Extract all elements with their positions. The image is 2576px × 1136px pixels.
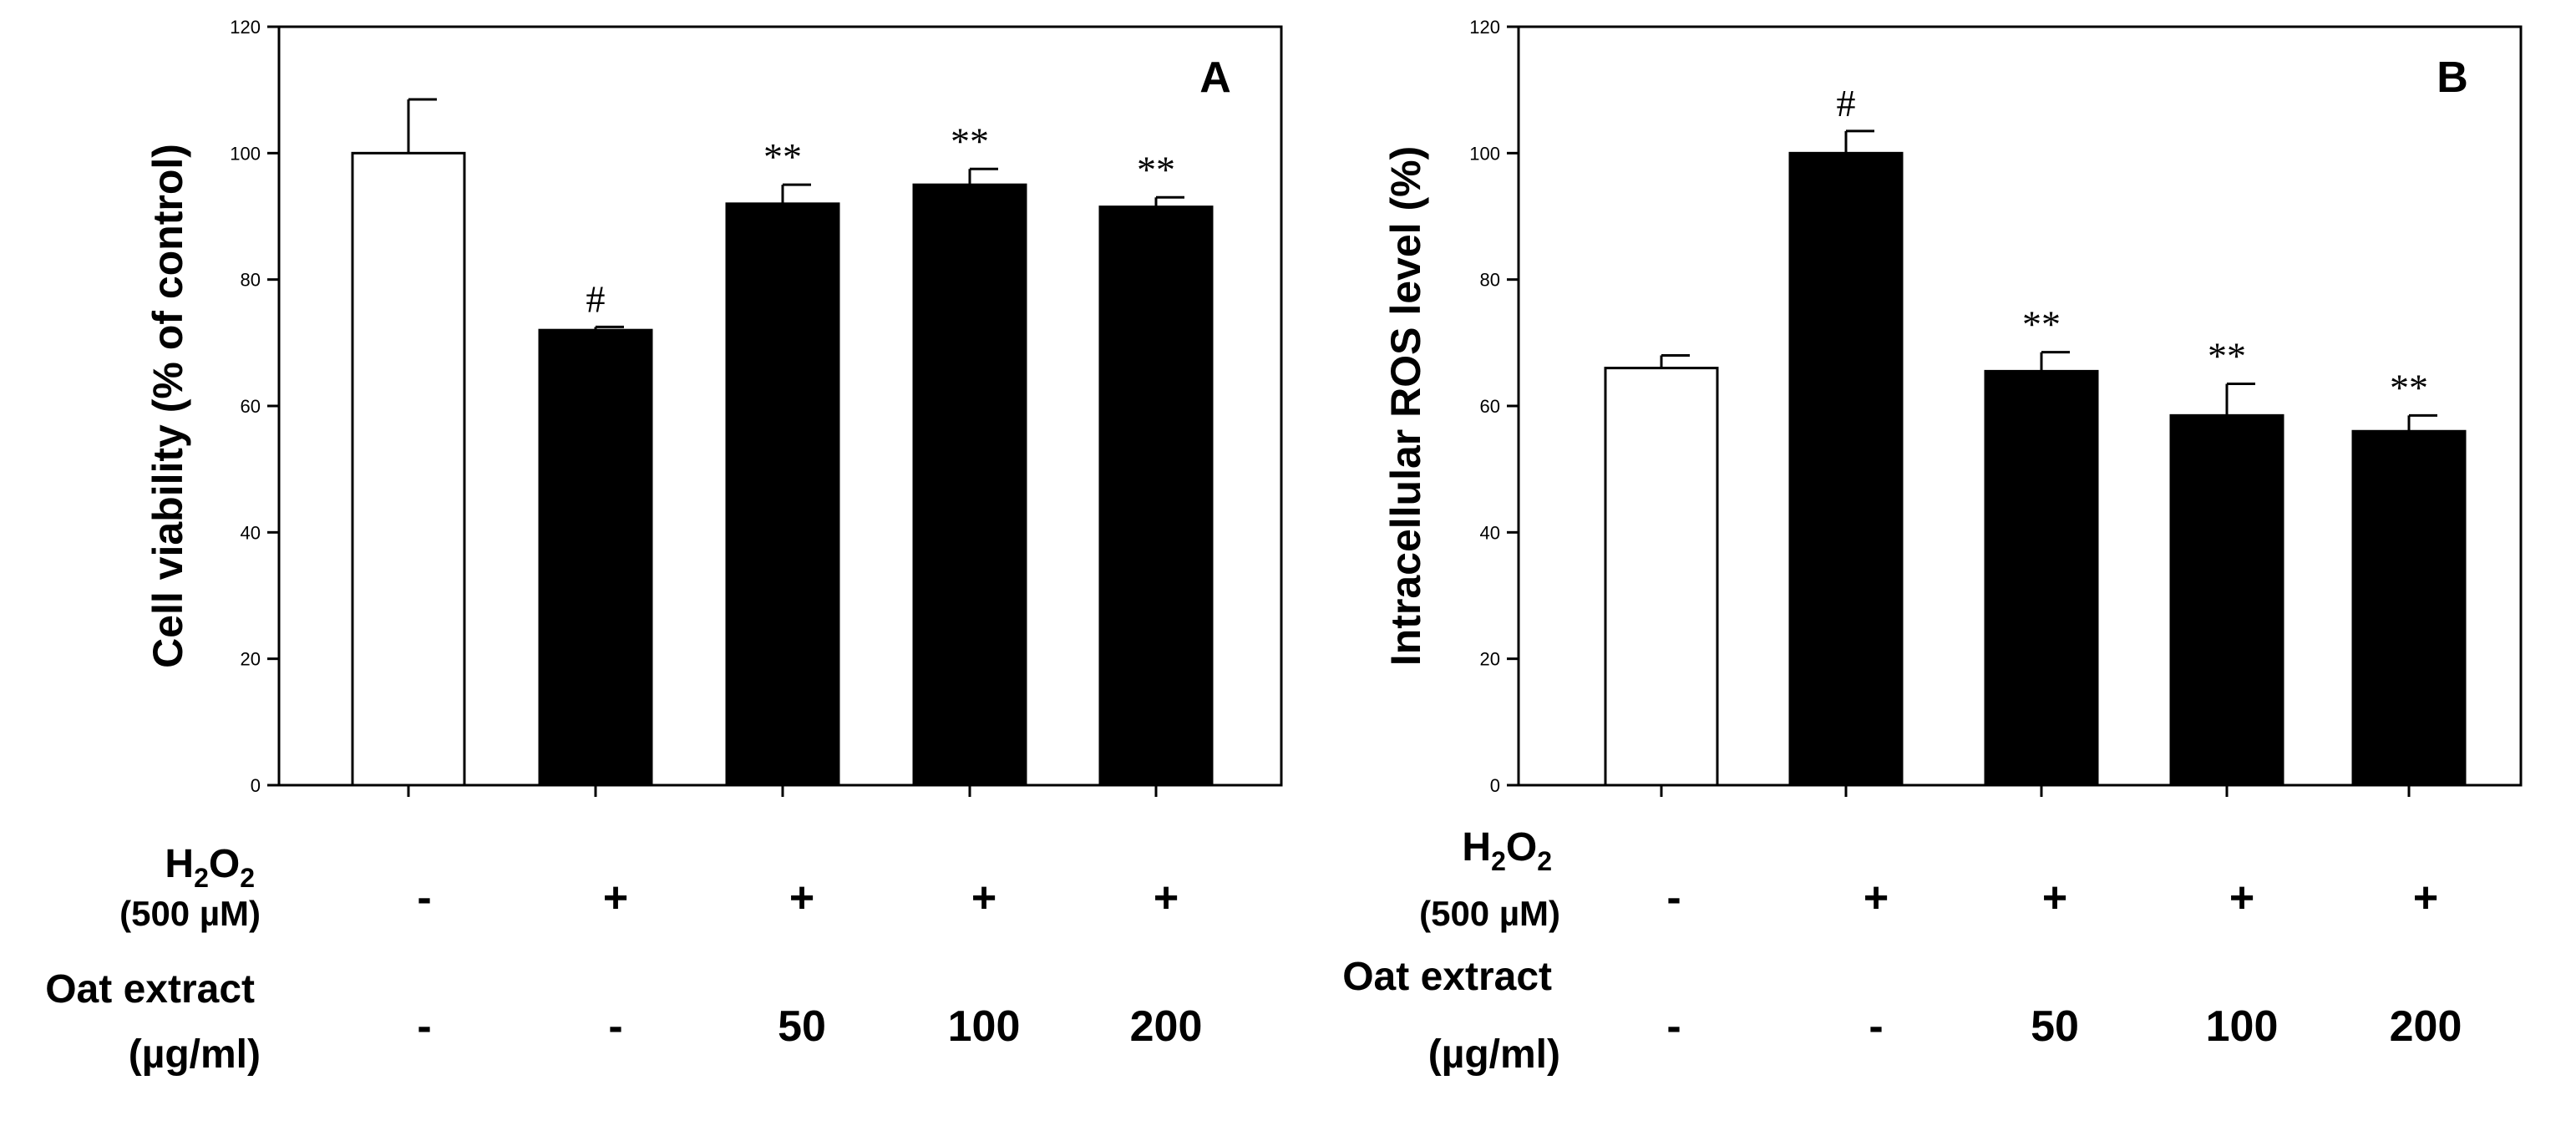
oat-extract-label: Oat extract — [1342, 955, 1552, 999]
bar — [912, 183, 1027, 787]
oat-extract-value: - — [1666, 1002, 1681, 1051]
y-axis-label: Intracellular ROS level (%) — [1382, 146, 1429, 666]
bar — [2169, 413, 2284, 787]
y-tick-label: 40 — [241, 522, 261, 543]
h2o2-label: H2O2 — [165, 842, 255, 893]
bar — [538, 328, 653, 787]
h2o2-value: + — [789, 874, 814, 922]
significance-marker: # — [586, 277, 606, 320]
oat-extract-unit: (µg/ml) — [1428, 1032, 1560, 1077]
bar — [1788, 151, 1904, 787]
significance-marker: # — [1837, 82, 1856, 124]
bar — [725, 202, 840, 787]
h2o2-value: - — [1666, 874, 1681, 922]
oat-extract-value: 200 — [1130, 1002, 1203, 1051]
y-tick-label: 20 — [1480, 649, 1500, 670]
bar — [2351, 429, 2467, 787]
y-tick-label: 120 — [230, 17, 261, 38]
oat-extract-unit: (µg/ml) — [129, 1032, 261, 1077]
oat-extract-value: - — [608, 1002, 622, 1051]
panel-letter: B — [2437, 53, 2468, 102]
significance-marker: ** — [951, 119, 989, 162]
h2o2-label: H2O2 — [1462, 825, 1552, 876]
h2o2-value: + — [2042, 874, 2067, 922]
h2o2-value: + — [971, 874, 996, 922]
significance-marker: ** — [2022, 303, 2061, 346]
bar — [351, 151, 466, 787]
significance-marker: ** — [763, 135, 802, 178]
h2o2-unit: (500 µM) — [119, 894, 261, 933]
y-tick-label: 40 — [1480, 522, 1500, 543]
oat-extract-value: 200 — [2390, 1002, 2462, 1051]
oat-extract-value: - — [417, 1002, 431, 1051]
h2o2-value: + — [2413, 874, 2438, 922]
bar — [1604, 367, 1719, 787]
oat-extract-value: 50 — [2031, 1002, 2079, 1051]
significance-marker: ** — [1137, 148, 1175, 190]
y-tick-label: 0 — [251, 775, 261, 796]
oat-extract-label: Oat extract — [45, 967, 255, 1012]
y-tick-label: 80 — [241, 270, 261, 291]
oat-extract-value: - — [1869, 1002, 1883, 1051]
y-tick-label: 100 — [230, 143, 261, 164]
h2o2-unit: (500 µM) — [1419, 894, 1560, 933]
y-tick-label: 60 — [241, 396, 261, 417]
y-tick-label: 0 — [1490, 775, 1500, 796]
oat-extract-value: 100 — [2206, 1002, 2279, 1051]
h2o2-value: + — [2229, 874, 2254, 922]
panel-letter: A — [1199, 53, 1231, 102]
significance-marker: ** — [2390, 366, 2428, 408]
h2o2-value: + — [1864, 874, 1889, 922]
h2o2-value: - — [417, 874, 431, 922]
y-tick-label: 80 — [1480, 270, 1500, 291]
y-tick-label: 20 — [241, 649, 261, 670]
chart-panel-a: 0 20 40 60 80 100 120 Cell viability (% of cont… — [45, 17, 1283, 1077]
significance-marker: ** — [2208, 335, 2246, 378]
oat-extract-value: 50 — [778, 1002, 826, 1051]
y-tick-label: 60 — [1480, 396, 1500, 417]
y-tick-label: 120 — [1469, 17, 1500, 38]
h2o2-value: + — [603, 874, 628, 922]
chart-panel-b: 0 20 40 60 80 100 120 Intracellular ROS level (… — [1342, 17, 2523, 1077]
oat-extract-value: 100 — [948, 1002, 1021, 1051]
y-tick-label: 100 — [1469, 143, 1500, 164]
y-axis-label: Cell viability (% of control) — [145, 144, 191, 668]
bar — [1098, 205, 1214, 787]
h2o2-value: + — [1154, 874, 1179, 922]
bar — [1984, 369, 2099, 787]
